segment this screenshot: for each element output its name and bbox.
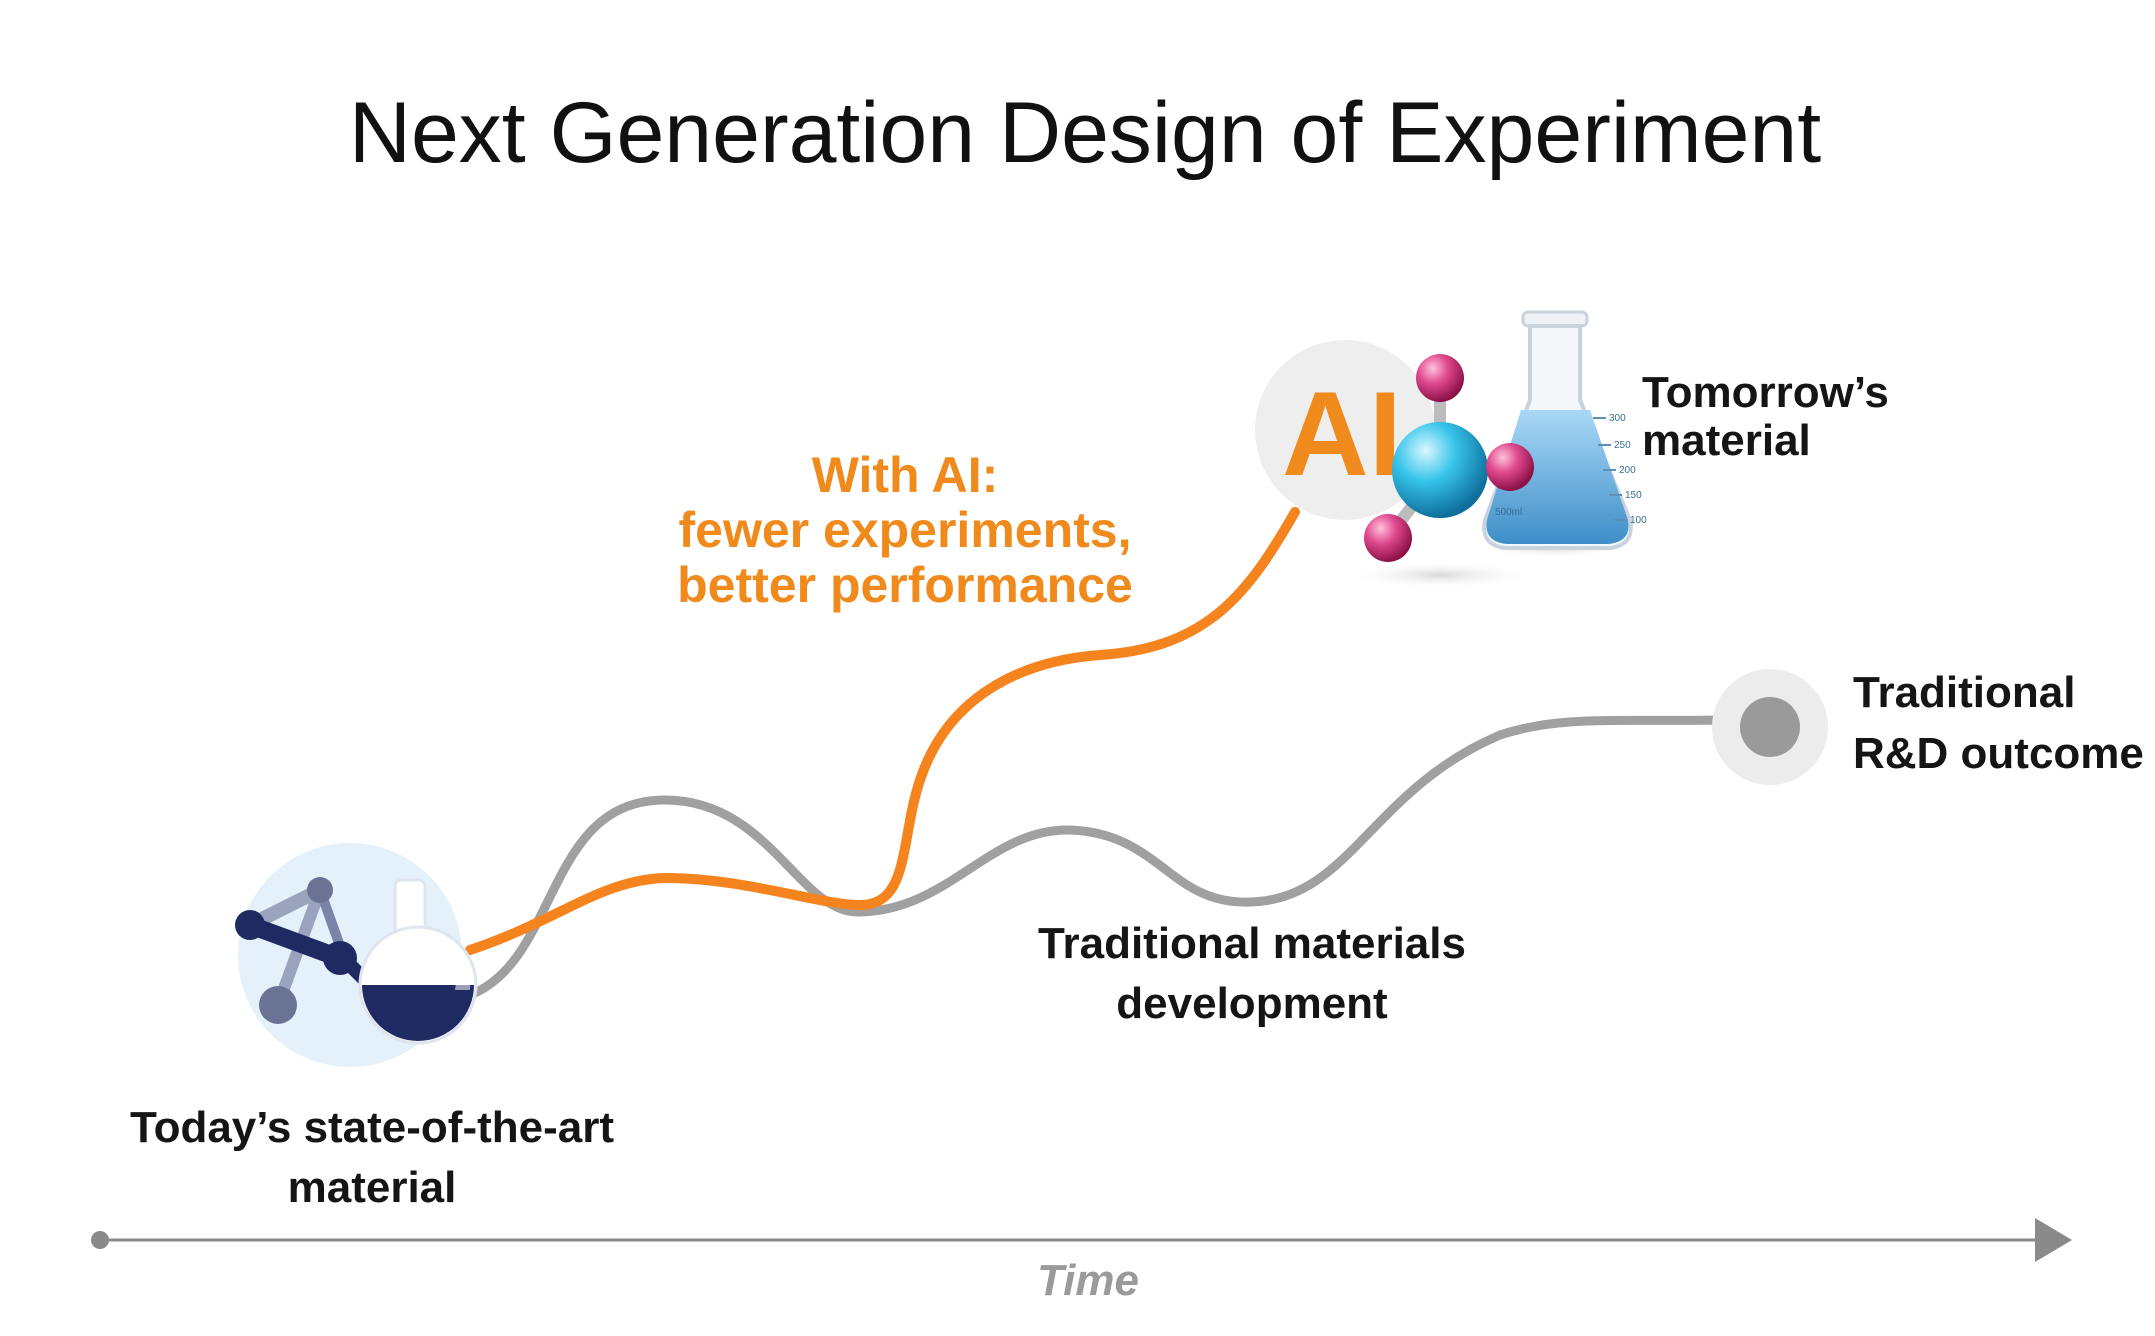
traditional-path-label: Traditional materials development	[1038, 919, 1466, 1028]
flask-mark-300: 300	[1609, 413, 1626, 424]
start-label-line-2: material	[288, 1163, 457, 1212]
start-label-line-1: Today’s state-of-the-art	[130, 1103, 614, 1152]
conical-flask-icon: 300 250 200 150 100 500ml	[1482, 310, 1647, 550]
axis-arrow-icon	[2035, 1218, 2072, 1262]
endpoint-dot-icon	[1712, 669, 1828, 785]
axis-label: Time	[1037, 1256, 1139, 1305]
traditional-path-label-line-2: development	[1116, 979, 1388, 1028]
ai-path-label-line-1: With AI:	[812, 447, 999, 503]
ai-molecule-flask-icon: AI 300 250 200 150 100 500ml	[1255, 310, 1647, 589]
flask-mark-150: 150	[1625, 490, 1642, 501]
flask-mark-250: 250	[1614, 440, 1631, 451]
traditional-path-curve	[465, 715, 1725, 1000]
ai-path-label: With AI: fewer experiments, better perfo…	[677, 447, 1133, 613]
ai-path-label-line-3: better performance	[677, 557, 1133, 613]
ai-path-label-line-2: fewer experiments,	[679, 502, 1132, 558]
ai-path-curve	[465, 507, 1300, 955]
flask-mark-100: 100	[1630, 515, 1647, 526]
ai-end-label: Tomorrow’s material	[1642, 368, 1889, 465]
ai-end-label-line-1: Tomorrow’s	[1642, 368, 1889, 417]
traditional-end-label-line-1: Traditional	[1853, 668, 2075, 717]
page-title: Next Generation Design of Experiment	[349, 85, 1821, 181]
traditional-end-label-line-2: R&D outcome	[1853, 729, 2144, 778]
flask-mark-200: 200	[1619, 465, 1636, 476]
flask-mark-volume: 500ml	[1495, 507, 1522, 518]
ai-end-label-line-2: material	[1642, 416, 1811, 465]
traditional-end-label: Traditional R&D outcome	[1853, 668, 2144, 778]
molecule-flask-icon	[235, 843, 478, 1067]
traditional-path-label-line-1: Traditional materials	[1038, 919, 1466, 968]
start-label: Today’s state-of-the-art material	[130, 1103, 614, 1212]
ai-badge-text: AI	[1282, 367, 1402, 501]
time-axis: Time	[91, 1218, 2072, 1305]
